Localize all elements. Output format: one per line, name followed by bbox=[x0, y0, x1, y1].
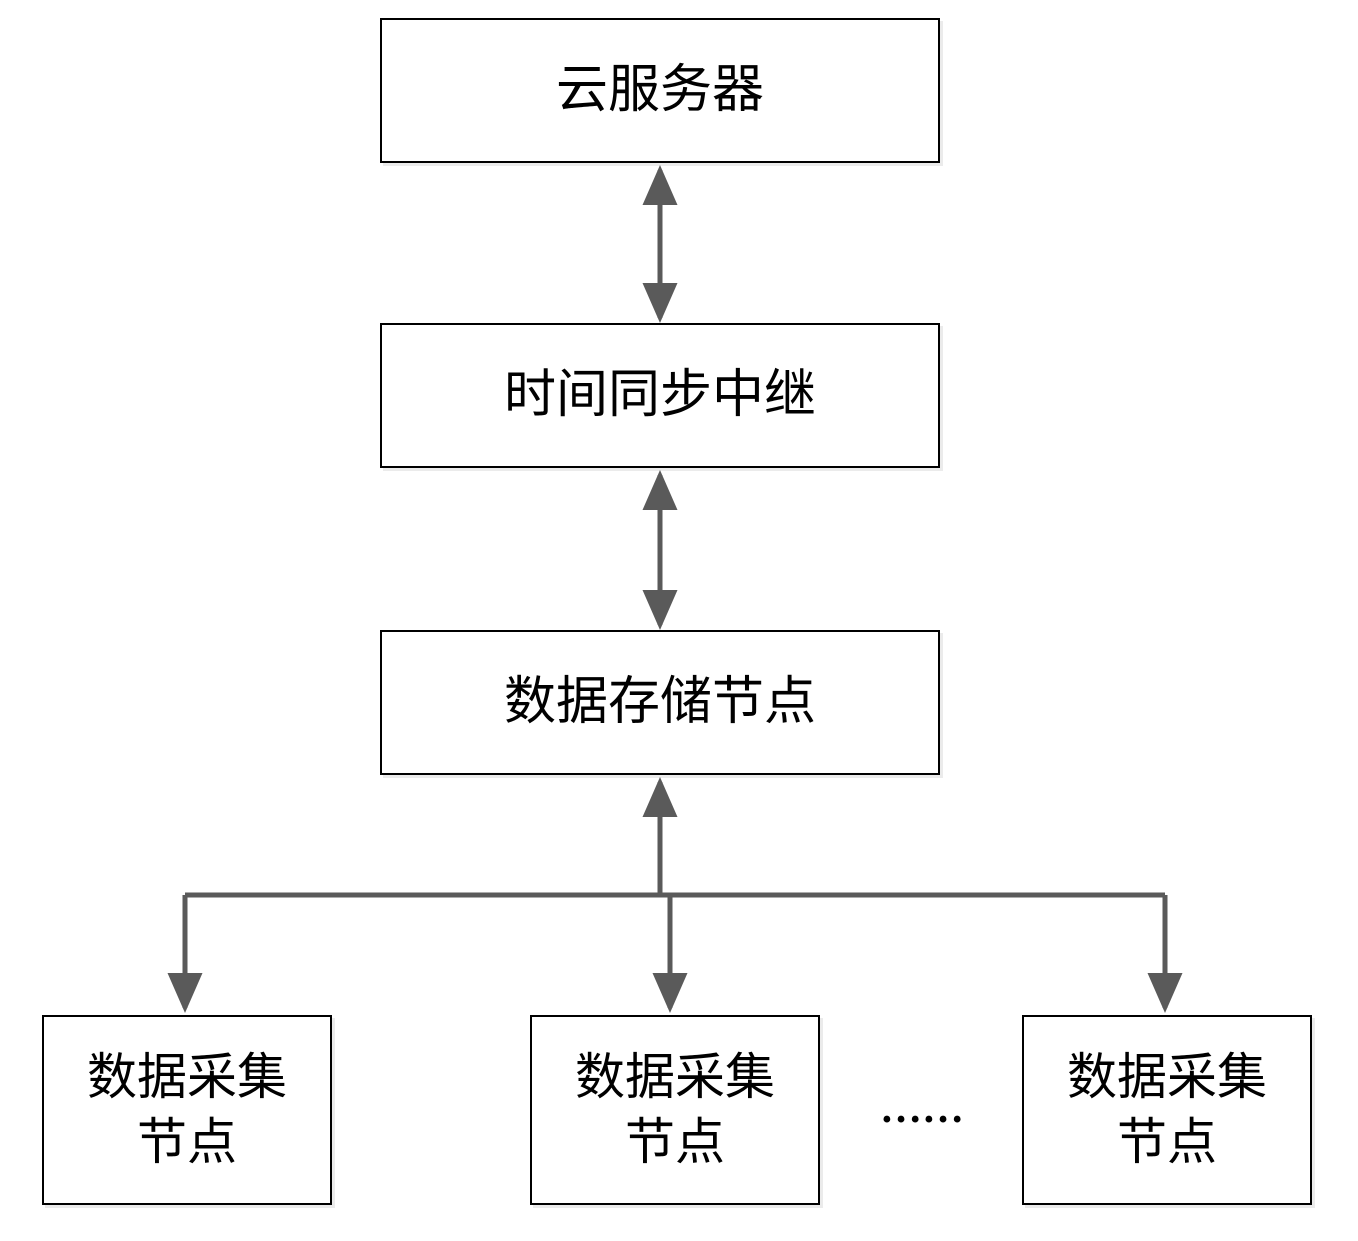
data-storage-node: 数据存储节点 bbox=[380, 630, 940, 775]
data-collection-node-1: 数据采集 节点 bbox=[42, 1015, 332, 1205]
data-collection-label-1: 数据采集 节点 bbox=[87, 1045, 287, 1175]
time-sync-relay-node: 时间同步中继 bbox=[380, 323, 940, 468]
ellipsis-text: …… bbox=[880, 1085, 964, 1133]
data-collection-node-3: 数据采集 节点 bbox=[1022, 1015, 1312, 1205]
cloud-server-label: 云服务器 bbox=[556, 57, 764, 125]
data-collection-node-2: 数据采集 节点 bbox=[530, 1015, 820, 1205]
data-collection-label-2: 数据采集 节点 bbox=[575, 1045, 775, 1175]
data-storage-label: 数据存储节点 bbox=[504, 669, 816, 737]
data-collection-label-3: 数据采集 节点 bbox=[1067, 1045, 1267, 1175]
time-sync-relay-label: 时间同步中继 bbox=[504, 362, 816, 430]
cloud-server-node: 云服务器 bbox=[380, 18, 940, 163]
